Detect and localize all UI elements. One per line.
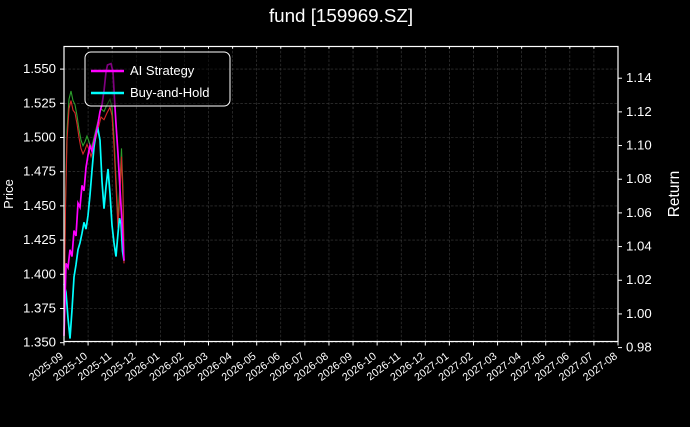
svg-text:Return: Return [666,171,683,218]
svg-text:Price: Price [1,179,16,209]
svg-text:fund [159969.SZ]: fund [159969.SZ] [269,5,413,26]
svg-text:Buy-and-Hold: Buy-and-Hold [130,85,210,100]
svg-text:AI Strategy: AI Strategy [130,63,195,78]
svg-text:1.00: 1.00 [626,306,652,321]
svg-text:1.350: 1.350 [23,335,56,350]
svg-text:1.525: 1.525 [23,95,56,110]
svg-text:1.375: 1.375 [23,301,56,316]
svg-text:1.10: 1.10 [626,138,652,153]
svg-text:1.550: 1.550 [23,61,56,76]
svg-text:1.02: 1.02 [626,272,652,287]
svg-text:1.425: 1.425 [23,232,56,247]
svg-text:1.400: 1.400 [23,266,56,281]
svg-text:1.12: 1.12 [626,104,652,119]
svg-text:1.08: 1.08 [626,171,652,186]
svg-text:1.06: 1.06 [626,205,652,220]
svg-text:1.500: 1.500 [23,130,56,145]
svg-text:1.14: 1.14 [626,70,652,85]
svg-text:1.475: 1.475 [23,164,56,179]
svg-text:0.98: 0.98 [626,340,652,355]
svg-text:1.450: 1.450 [23,198,56,213]
svg-text:1.04: 1.04 [626,239,652,254]
